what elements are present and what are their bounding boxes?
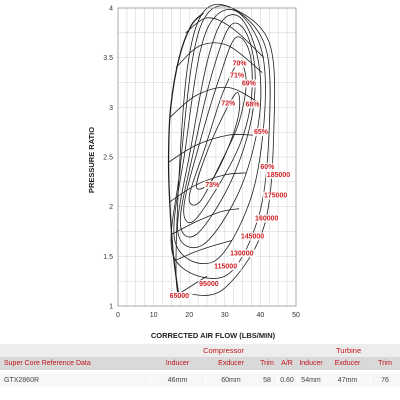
efficiency-label: 60% — [260, 164, 275, 171]
x-tick-label: 40 — [257, 312, 265, 319]
speed-line-label-bg — [198, 280, 223, 289]
turbine-group-header: Turbine — [297, 344, 400, 357]
y-tick-label: 2.5 — [103, 155, 113, 162]
speed-line — [169, 86, 259, 118]
efficiency-label-bg — [240, 79, 257, 88]
efficiency-label-bg — [259, 162, 275, 171]
cell-turbine-trim: 76 — [370, 373, 400, 387]
efficiency-label-bg — [231, 59, 247, 68]
speed-line-label-bg — [213, 262, 242, 271]
compressor-group-header: Compressor — [150, 344, 298, 357]
speed-line-label: 185000 — [267, 172, 290, 179]
speed-lines — [168, 17, 265, 295]
cell-compressor-trim: 58 — [257, 373, 278, 387]
header-turbine-inducer: Inducer — [297, 357, 326, 370]
cell-turbine-exducer: 47mm — [325, 373, 371, 387]
x-tick-label: 30 — [221, 312, 229, 319]
speed-line-label-bg — [239, 232, 269, 241]
speed-line-label: 65000 — [170, 293, 190, 300]
header-compressor-trim: Trim — [257, 357, 277, 370]
efficiency-label: 71% — [230, 73, 245, 80]
x-tick-label: 20 — [185, 312, 193, 319]
axes: 0 10 20 30 40 50 1 1.5 2 2.5 3 3.5 4 — [103, 6, 300, 320]
header-compressor-exducer: Exducer — [205, 357, 257, 370]
y-tick-label: 2 — [109, 204, 113, 211]
y-tick-label: 4 — [109, 6, 113, 13]
cell-model: GTX2860R — [0, 373, 151, 387]
table-header-row: Super Core Reference Data Inducer Exduce… — [0, 357, 400, 370]
map-labels: 65000 95000 115000 130000 145000 160000 175000… — [168, 59, 295, 301]
speed-line — [169, 172, 247, 203]
efficiency-label-bg — [244, 100, 260, 109]
efficiency-label: 69% — [242, 80, 257, 87]
efficiency-label: 73% — [205, 182, 220, 189]
speed-line-label: 145000 — [241, 233, 264, 240]
efficiency-island — [195, 91, 241, 190]
header-turbine-exducer: Exducer — [325, 357, 371, 370]
efficiency-label: 65% — [254, 129, 269, 136]
cell-compressor-exducer: 60mm — [205, 373, 258, 387]
speed-line-label-bg — [168, 292, 193, 301]
speed-line — [185, 17, 265, 58]
y-axis-label: PRESSURE RATIO — [87, 127, 96, 193]
plot-frame — [117, 7, 297, 307]
x-tick-label: 0 — [116, 312, 120, 319]
x-tick-label: 50 — [292, 312, 300, 319]
y-tick-label: 3.5 — [103, 55, 113, 62]
table-group-row: Compressor Turbine — [0, 344, 400, 357]
table-row: GTX2860R 46mm 60mm 58 0.60 54mm 47mm 76 — [0, 373, 400, 387]
speed-line — [168, 133, 254, 163]
cell-compressor-ar: 0.60 — [277, 373, 298, 387]
speed-line — [175, 42, 263, 73]
speed-line-label: 95000 — [199, 281, 219, 288]
cell-compressor-inducer: 46mm — [150, 373, 206, 387]
reference-data-table: Compressor Turbine Super Core Reference … — [0, 344, 400, 387]
y-tick-label: 1 — [109, 304, 113, 311]
speed-line-label: 175000 — [264, 193, 287, 200]
cell-turbine-inducer: 54mm — [297, 373, 326, 387]
efficiency-label-bg — [252, 128, 269, 137]
efficiency-island — [175, 3, 276, 298]
header-turbine-trim: Trim — [370, 357, 400, 370]
speed-line-label: 160000 — [255, 216, 278, 223]
grid — [117, 7, 297, 307]
speed-line-label-bg — [254, 214, 283, 223]
compressor-map: 0 10 20 30 40 50 1 1.5 2 2.5 3 3.5 4 65000 95000 11500… — [87, 3, 300, 340]
speed-line-label: 130000 — [230, 250, 253, 257]
x-axis-label: CORRECTED AIR FLOW (LBS/MIN) — [151, 331, 276, 340]
efficiency-island — [183, 36, 253, 223]
speed-line-label-bg — [265, 170, 295, 179]
y-tick-label: 1.5 — [103, 254, 113, 261]
efficiency-label-bg — [204, 180, 220, 189]
efficiency-label-bg — [229, 71, 245, 80]
surge-line — [167, 12, 204, 295]
efficiency-label: 68% — [245, 101, 260, 108]
efficiency-label: 72% — [221, 100, 236, 107]
header-compressor-inducer: Inducer — [150, 357, 205, 370]
speed-line — [173, 240, 233, 262]
efficiency-label-bg — [220, 99, 236, 108]
speed-line-label-bg — [229, 249, 258, 258]
y-tick-label: 3 — [109, 105, 113, 112]
x-tick-label: 10 — [150, 312, 158, 319]
speed-line — [171, 208, 240, 235]
speed-line-label-bg — [262, 191, 292, 200]
efficiency-label: 70% — [233, 61, 248, 68]
efficiency-island — [173, 9, 266, 265]
table-title: Super Core Reference Data — [0, 357, 150, 370]
speed-line-label: 115000 — [214, 263, 237, 270]
efficiency-island — [177, 14, 262, 248]
header-compressor-ar: A/R — [277, 357, 298, 370]
